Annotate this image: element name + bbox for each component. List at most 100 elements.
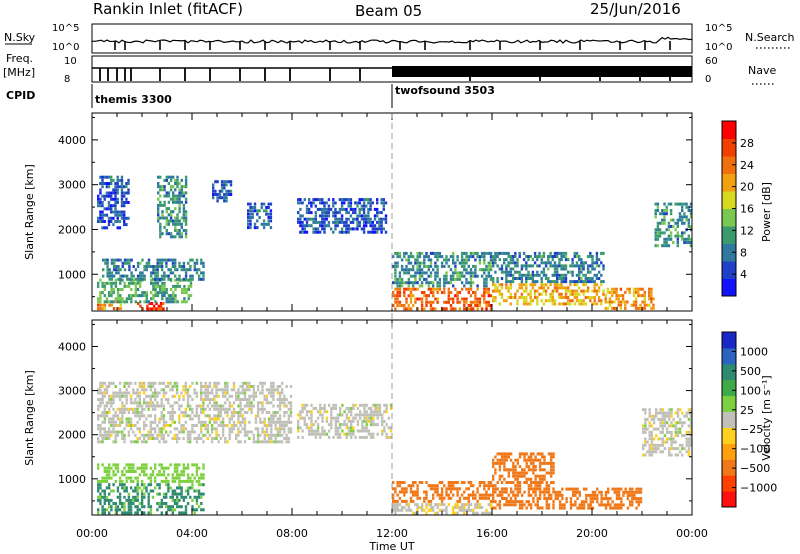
data-cell (289, 401, 293, 405)
data-cell (145, 424, 148, 427)
data-cell (429, 499, 433, 503)
data-cell (278, 407, 282, 411)
data-cell (99, 424, 102, 427)
data-cell (172, 291, 175, 295)
data-cell (400, 268, 404, 272)
data-cell (376, 214, 379, 218)
data-cell (445, 307, 448, 311)
data-cell (169, 508, 172, 512)
data-cell (536, 289, 539, 293)
data-cell (151, 385, 155, 388)
data-cell (227, 180, 230, 184)
data-cell (529, 452, 533, 456)
data-cell (472, 274, 475, 278)
data-cell (99, 498, 102, 502)
data-cell (176, 232, 179, 236)
data-cell (492, 474, 495, 478)
data-cell (182, 265, 186, 268)
data-cell (400, 481, 404, 484)
data-cell (613, 306, 616, 310)
data-cell (143, 427, 146, 431)
data-cell (576, 490, 579, 494)
data-cell (254, 427, 258, 431)
data-cell (358, 403, 362, 407)
data-cell (158, 470, 161, 473)
data-cell (112, 417, 115, 421)
data-cell (634, 300, 638, 304)
data-cell (378, 217, 381, 221)
data-cell (308, 429, 311, 433)
data-cell (167, 401, 170, 405)
power-ylabel: Slant Range [km] (23, 164, 36, 260)
data-cell (118, 407, 122, 411)
data-cell (270, 433, 273, 437)
data-cell (105, 182, 109, 185)
data-cell (563, 503, 566, 507)
data-cell (182, 424, 185, 427)
data-cell (114, 297, 118, 301)
data-cell (182, 430, 185, 434)
data-cell (316, 423, 320, 427)
data-cell (99, 433, 102, 437)
data-cell (103, 411, 106, 414)
data-cell (143, 424, 146, 427)
data-cell (105, 411, 109, 414)
data-cell (139, 284, 142, 288)
data-cell (514, 500, 517, 504)
data-cell (269, 216, 273, 219)
nave-tick-high: 60 (705, 56, 718, 67)
data-cell (97, 463, 100, 467)
data-cell (655, 450, 658, 454)
data-cell (136, 495, 139, 499)
data-cell (392, 487, 395, 491)
data-cell (112, 473, 115, 477)
data-cell (127, 281, 131, 285)
data-cell (270, 388, 273, 392)
data-cell (536, 280, 539, 284)
data-cell (476, 307, 479, 311)
data-cell (321, 224, 324, 228)
data-cell (169, 271, 172, 275)
data-cell (657, 417, 660, 421)
data-cell (314, 429, 318, 433)
data-cell (642, 447, 645, 451)
data-cell (129, 505, 133, 509)
data-cell (101, 414, 104, 418)
data-cell (121, 401, 124, 405)
data-cell (463, 503, 466, 507)
data-cell (101, 216, 104, 220)
data-cell (394, 294, 397, 298)
data-cell (507, 503, 510, 507)
data-cell (167, 483, 170, 487)
data-cell (670, 453, 673, 457)
data-cell (174, 261, 177, 265)
data-cell (514, 484, 517, 488)
data-cell (378, 413, 382, 417)
data-cell (485, 287, 488, 291)
data-cell (620, 503, 623, 507)
data-cell (138, 473, 142, 477)
data-cell (101, 463, 104, 467)
data-cell (569, 302, 572, 306)
data-cell (323, 227, 326, 231)
data-cell (529, 264, 532, 268)
data-cell (182, 411, 185, 414)
data-cell (134, 486, 137, 490)
data-cell (384, 220, 388, 224)
data-cell (165, 495, 168, 499)
data-cell (212, 193, 215, 196)
data-cell (182, 466, 185, 470)
data-cell (458, 499, 462, 503)
data-cell (247, 209, 250, 213)
data-cell (689, 202, 693, 206)
data-cell (593, 286, 596, 290)
data-cell (145, 486, 148, 490)
data-cell (545, 497, 548, 500)
data-cell (283, 427, 286, 431)
data-cell (372, 416, 375, 420)
data-cell (140, 466, 144, 470)
data-cell (154, 420, 157, 424)
data-cell (301, 224, 304, 228)
data-cell (172, 185, 175, 189)
data-cell (278, 391, 282, 395)
